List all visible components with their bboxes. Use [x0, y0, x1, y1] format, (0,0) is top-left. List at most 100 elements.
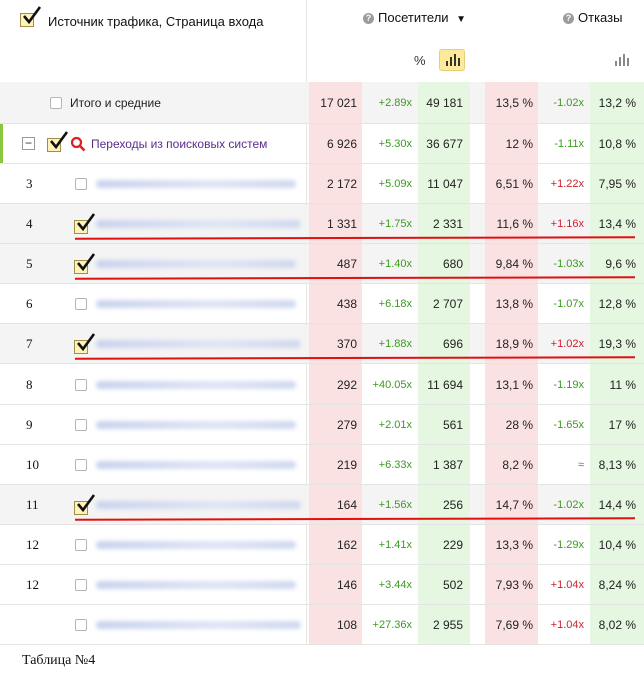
row-visitors: 1 331	[326, 217, 357, 231]
table-row[interactable]: 9 279 +2.01x 561 28 % -1.65x 17 %	[0, 405, 644, 445]
blurred-page-link[interactable]	[96, 421, 296, 429]
row-visitors: 108	[336, 618, 357, 632]
row-col6: 19,3 %	[598, 337, 636, 351]
checkmark-icon	[23, 6, 42, 25]
row-bounce: 7,93 %	[495, 578, 533, 592]
percent-toggle-button[interactable]: %	[414, 53, 426, 68]
row-bounce-ratio: -1.03x	[553, 258, 584, 270]
row-col3: 696	[442, 337, 463, 351]
table-row[interactable]: 5 487 +1.40x 680 9,84 % -1.03x 9,6 %	[0, 244, 644, 284]
row-col6: 14,4 %	[598, 498, 636, 512]
row-col3: 2 955	[432, 618, 463, 632]
table-row[interactable]: 6 438 +6.18x 2 707 13,8 % -1.07x 12,8 %	[0, 284, 644, 324]
table-row[interactable]: 11 164 +1.56x 256 14,7 % -1.02x 14,4 %	[0, 485, 644, 525]
help-icon: ?	[363, 13, 374, 24]
row-visitors-ratio: +6.18x	[378, 298, 412, 310]
group-visitors-ratio: +5.30x	[378, 138, 412, 150]
row-checkbox[interactable]	[75, 298, 87, 310]
row-index: 8	[26, 377, 33, 392]
row-visitors: 292	[336, 378, 357, 392]
search-engine-icon	[70, 136, 86, 157]
row-checkbox[interactable]	[74, 213, 96, 234]
table-row[interactable]: 3 2 172 +5.09x 11 047 6,51 % +1.22x 7,95 %	[0, 164, 644, 204]
row-visitors-ratio: +1.88x	[378, 338, 412, 350]
visitors-column-header[interactable]: ? Посетители ▼	[363, 10, 466, 25]
totals-label: Итого и средние	[70, 96, 161, 110]
row-col6: 13,4 %	[598, 217, 636, 231]
collapse-button[interactable]: −	[22, 137, 35, 150]
blurred-page-link[interactable]	[96, 461, 296, 469]
blurred-page-link[interactable]	[96, 621, 301, 629]
row-bounce-ratio: +1.16x	[550, 218, 584, 230]
blurred-page-link[interactable]	[96, 180, 296, 188]
bounce-column-header[interactable]: ? Отказы	[563, 10, 622, 25]
page-title: Источник трафика, Страница входа	[48, 14, 264, 29]
blurred-page-link[interactable]	[96, 260, 296, 268]
row-bounce: 13,3 %	[495, 538, 533, 552]
bounce-chart-icon[interactable]	[613, 52, 631, 73]
row-bounce-ratio: -1.07x	[553, 298, 584, 310]
row-visitors-ratio: +6.33x	[378, 459, 412, 471]
totals-bounce-ratio: -1.02x	[553, 97, 584, 109]
blurred-page-link[interactable]	[96, 381, 296, 389]
row-bounce: 11,6 %	[496, 217, 533, 231]
row-checkbox[interactable]	[75, 419, 87, 431]
row-checkbox[interactable]	[75, 579, 87, 591]
row-visitors-ratio: +1.41x	[378, 539, 412, 551]
blurred-page-link[interactable]	[96, 340, 301, 348]
row-col3: 11 047	[427, 177, 463, 191]
row-checkbox[interactable]	[74, 494, 96, 515]
blurred-page-link[interactable]	[96, 300, 296, 308]
row-checkbox[interactable]	[75, 539, 87, 551]
table-row[interactable]: 8 292 +40.05x 11 694 13,1 % -1.19x 11 %	[0, 365, 644, 405]
row-col6: 9,6 %	[605, 257, 636, 271]
row-checkbox[interactable]	[75, 619, 87, 631]
row-visitors-ratio: +5.09x	[378, 178, 412, 190]
totals-checkbox[interactable]	[50, 97, 62, 109]
row-col6: 8,13 %	[598, 458, 636, 472]
table-row[interactable]: 10 219 +6.33x 1 387 8,2 % ≈8,13 %	[0, 445, 644, 485]
checkmark-icon	[77, 253, 96, 272]
row-bounce-ratio: +1.02x	[550, 338, 584, 350]
row-visitors: 487	[336, 257, 357, 271]
row-col3: 11 694	[427, 378, 463, 392]
table-row[interactable]: 108 +27.36x 2 955 7,69 % +1.04x 8,02 %	[0, 605, 644, 645]
blurred-page-link[interactable]	[96, 220, 301, 228]
row-col6: 11 %	[609, 378, 636, 392]
table-row[interactable]: 7 370 +1.88x 696 18,9 % +1.02x 19,3 %	[0, 324, 644, 364]
row-bounce-ratio: +1.04x	[550, 579, 584, 591]
row-checkbox[interactable]	[74, 333, 96, 354]
row-checkbox[interactable]	[75, 459, 87, 471]
table-row[interactable]: 4 1 331 +1.75x 2 331 11,6 % +1.16x 13,4 %	[0, 204, 644, 244]
row-col6: 8,24 %	[598, 578, 636, 592]
sort-arrow-icon: ▼	[456, 14, 467, 25]
row-index: 10	[26, 457, 39, 472]
group-label[interactable]: Переходы из поисковых систем	[91, 137, 268, 151]
row-checkbox[interactable]	[74, 253, 96, 274]
row-checkbox[interactable]	[75, 178, 87, 190]
chart-toggle-button[interactable]	[439, 49, 465, 71]
group-col6: 10,8 %	[598, 137, 636, 151]
row-index: 12	[26, 577, 39, 592]
blurred-page-link[interactable]	[96, 541, 296, 549]
row-bounce-ratio: -1.65x	[553, 419, 584, 431]
checkmark-icon	[50, 131, 69, 150]
row-index: 9	[26, 417, 33, 432]
row-visitors-ratio: +2.01x	[378, 419, 412, 431]
row-bounce: 13,1 %	[495, 378, 533, 392]
table-row[interactable]: 12 146 +3.44x 502 7,93 % +1.04x 8,24 %	[0, 565, 644, 605]
row-col6: 17 %	[608, 418, 636, 432]
row-col3: 1 387	[432, 458, 463, 472]
row-col6: 12,8 %	[598, 297, 636, 311]
row-bounce: 6,51 %	[495, 177, 533, 191]
row-col3: 2 707	[432, 297, 463, 311]
row-checkbox[interactable]	[75, 379, 87, 391]
table-row[interactable]: 12 162 +1.41x 229 13,3 % -1.29x 10,4 %	[0, 525, 644, 565]
group-checkbox[interactable]	[47, 131, 69, 152]
blurred-page-link[interactable]	[96, 581, 296, 589]
help-icon: ?	[563, 13, 574, 24]
row-index: 11	[26, 497, 39, 512]
row-index: 3	[26, 176, 33, 191]
header-checkbox[interactable]	[20, 6, 42, 27]
blurred-page-link[interactable]	[96, 501, 301, 509]
